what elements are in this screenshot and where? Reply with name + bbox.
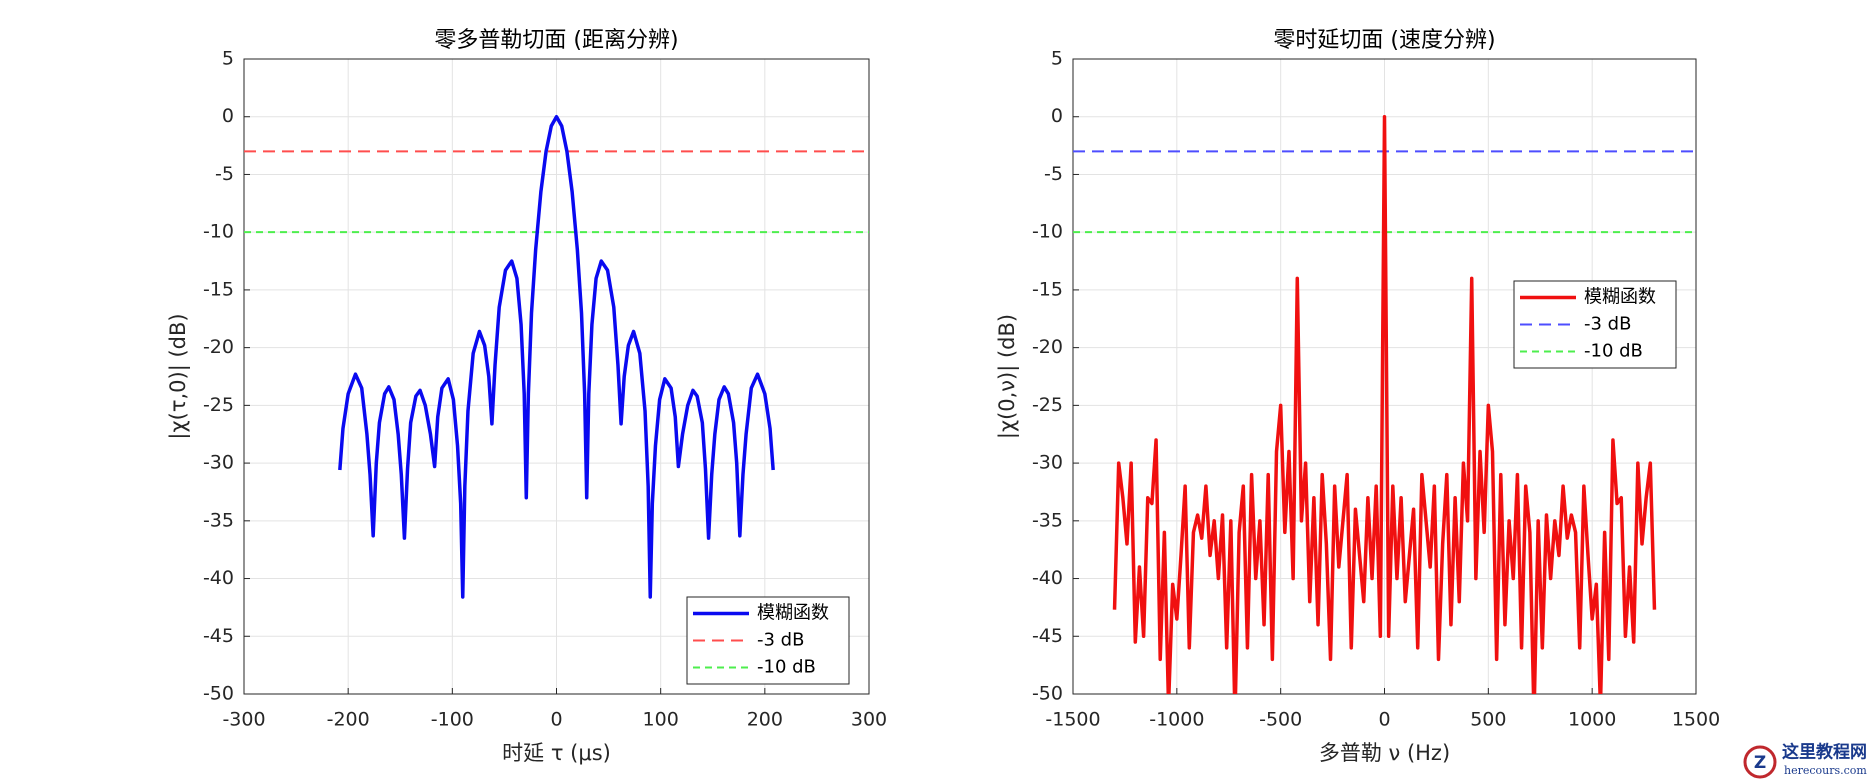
chart-title: 零时延切面 (速度分辨)	[1273, 28, 1495, 53]
legend-label: -10 dB	[1584, 341, 1643, 362]
y-tick-label: 0	[1051, 105, 1063, 127]
y-tick-label: 5	[222, 48, 234, 70]
y-tick-label: -30	[203, 452, 234, 474]
y-tick-label: -35	[203, 509, 234, 531]
y-tick-label: -45	[203, 625, 234, 647]
x-tick-label: 0	[1378, 709, 1390, 731]
y-tick-label: 0	[222, 105, 234, 127]
axes-box	[243, 58, 870, 695]
watermark-logo	[1743, 745, 1777, 779]
x-tick-label: 1500	[1672, 709, 1720, 731]
x-tick-label: 300	[851, 709, 887, 731]
y-tick-label: -40	[203, 567, 234, 589]
x-tick-label: 100	[643, 709, 679, 731]
y-axis-label: |χ(0,ν)| (dB)	[995, 314, 1020, 439]
plot-clip	[1073, 114, 1696, 694]
x-tick-label: -500	[1259, 709, 1302, 731]
x-tick-label: -200	[327, 709, 370, 731]
x-tick-label: -100	[431, 709, 474, 731]
x-tick-label: 200	[747, 709, 783, 731]
y-tick-label: -10	[1032, 221, 1063, 243]
y-tick-label: -5	[215, 163, 234, 185]
data-line	[338, 114, 775, 599]
y-tick-label: -40	[1032, 567, 1063, 589]
legend-label: -10 dB	[757, 657, 816, 678]
x-tick-label: 500	[1470, 709, 1506, 731]
subplot: -1500 -1000 -500 0 500 1000 1500 5 0 -5 -10 -15 -20 -…	[995, 28, 1720, 765]
y-tick-label: -20	[1032, 336, 1063, 358]
y-tick-label: -25	[1032, 394, 1063, 416]
y-tick-label: -10	[203, 221, 234, 243]
legend-label: -3 dB	[1584, 314, 1631, 335]
y-tick-label: -25	[203, 394, 234, 416]
y-tick-label: 5	[1051, 48, 1063, 70]
y-tick-label: -20	[203, 336, 234, 358]
x-tick-label: -300	[222, 709, 265, 731]
chart-title: 零多普勒切面 (距离分辨)	[434, 28, 678, 53]
legend: 模糊函数 -3 dB -10 dB	[1513, 280, 1677, 369]
watermark-logo-letter: Z	[1754, 753, 1766, 773]
plot-clip	[244, 114, 869, 599]
watermark: Z 这里教程网 herecours.com	[1743, 742, 1867, 779]
y-tick-label: -15	[1032, 278, 1063, 300]
legend-label: -3 dB	[757, 630, 804, 651]
watermark-name: 这里教程网	[1782, 742, 1867, 763]
y-tick-label: -30	[1032, 452, 1063, 474]
data-line	[1112, 114, 1657, 694]
y-tick-label: -50	[203, 683, 234, 705]
subplot: -300 -200 -100 0 100 200 300 5 0 -5 -10 -15 -20 -25 -3…	[166, 28, 887, 765]
y-tick-label: -35	[1032, 509, 1063, 531]
watermark-url: herecours.com	[1784, 764, 1867, 777]
legend-label: 模糊函数	[757, 603, 829, 624]
y-tick-label: -15	[203, 278, 234, 300]
x-tick-label: 0	[550, 709, 562, 731]
legend: 模糊函数 -3 dB -10 dB	[686, 596, 850, 685]
x-tick-label: -1000	[1149, 709, 1204, 731]
y-tick-label: -45	[1032, 625, 1063, 647]
y-axis-label: |χ(τ,0)| (dB)	[166, 313, 191, 439]
y-tick-label: -5	[1044, 163, 1063, 185]
x-tick-label: -1500	[1045, 709, 1100, 731]
x-axis-label: 多普勒 ν (Hz)	[1319, 741, 1450, 765]
y-tick-label: -50	[1032, 683, 1063, 705]
x-tick-label: 1000	[1568, 709, 1616, 731]
legend-label: 模糊函数	[1584, 287, 1656, 308]
axes-box	[1072, 58, 1697, 695]
x-axis-label: 时延 τ (μs)	[502, 741, 611, 765]
